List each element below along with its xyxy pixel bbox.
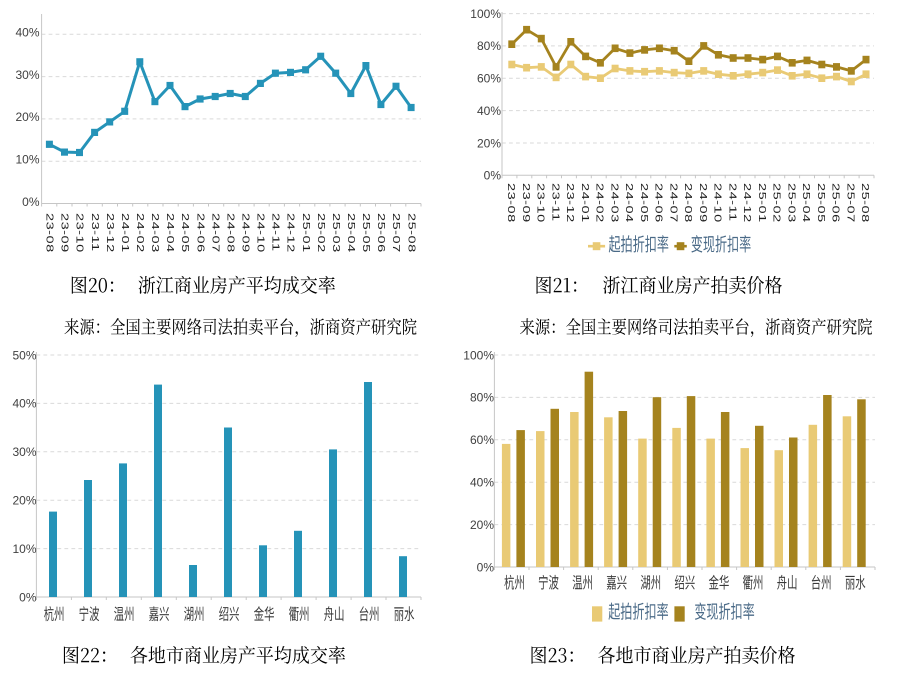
svg-text:23-11: 23-11 <box>550 183 562 222</box>
svg-text:25-05: 25-05 <box>816 183 828 223</box>
svg-text:80%: 80% <box>470 391 494 405</box>
svg-text:24-06: 24-06 <box>195 213 207 253</box>
svg-text:0%: 0% <box>484 169 502 183</box>
svg-text:25-06: 25-06 <box>376 213 388 253</box>
svg-text:25-03: 25-03 <box>786 183 798 223</box>
svg-text:24-01: 24-01 <box>579 183 591 223</box>
svg-text:20%: 20% <box>477 136 501 150</box>
svg-text:24-11: 24-11 <box>727 183 739 222</box>
svg-text:25-05: 25-05 <box>361 213 373 253</box>
svg-text:24-09: 24-09 <box>240 213 252 253</box>
svg-text:25-02: 25-02 <box>315 213 327 253</box>
svg-text:80%: 80% <box>477 39 501 53</box>
svg-text:23-10: 23-10 <box>74 213 86 253</box>
svg-text:60%: 60% <box>477 72 501 86</box>
svg-text:24-06: 24-06 <box>653 183 665 223</box>
svg-text:24-12: 24-12 <box>742 183 754 223</box>
svg-text:23-09: 23-09 <box>59 213 71 253</box>
svg-text:24-08: 24-08 <box>683 183 695 223</box>
svg-text:24-12: 24-12 <box>285 213 297 253</box>
svg-text:0%: 0% <box>19 590 37 604</box>
svg-text:30%: 30% <box>15 68 39 82</box>
svg-text:0%: 0% <box>22 195 40 209</box>
svg-text:24-07: 24-07 <box>668 183 680 223</box>
svg-text:25-06: 25-06 <box>830 183 842 223</box>
svg-text:23-11: 23-11 <box>89 213 101 252</box>
svg-text:24-05: 24-05 <box>180 213 192 253</box>
svg-text:24-07: 24-07 <box>210 213 222 253</box>
svg-text:25-04: 25-04 <box>801 183 813 223</box>
svg-text:24-11: 24-11 <box>270 213 282 252</box>
svg-text:23-08: 23-08 <box>44 213 56 253</box>
svg-text:24-04: 24-04 <box>624 183 636 223</box>
svg-text:24-10: 24-10 <box>255 213 267 253</box>
svg-text:100%: 100% <box>463 348 494 362</box>
svg-text:25-07: 25-07 <box>391 213 403 253</box>
svg-text:25-08: 25-08 <box>406 213 418 253</box>
svg-text:25-04: 25-04 <box>346 213 358 253</box>
svg-text:23-12: 23-12 <box>565 183 577 223</box>
svg-text:24-08: 24-08 <box>225 213 237 253</box>
svg-text:24-03: 24-03 <box>150 213 162 253</box>
svg-text:100%: 100% <box>470 7 501 21</box>
svg-text:10%: 10% <box>12 542 36 556</box>
svg-text:25-01: 25-01 <box>756 183 768 223</box>
svg-text:40%: 40% <box>15 26 39 40</box>
svg-text:24-02: 24-02 <box>135 213 147 253</box>
svg-text:24-01: 24-01 <box>120 213 132 253</box>
svg-text:25-03: 25-03 <box>330 213 342 253</box>
svg-text:25-07: 25-07 <box>845 183 857 223</box>
svg-text:25-01: 25-01 <box>300 213 312 253</box>
svg-text:0%: 0% <box>477 560 495 574</box>
svg-text:24-03: 24-03 <box>609 183 621 223</box>
svg-text:24-02: 24-02 <box>594 183 606 223</box>
svg-text:40%: 40% <box>470 476 494 490</box>
svg-text:10%: 10% <box>15 153 39 167</box>
svg-text:20%: 20% <box>15 110 39 124</box>
svg-text:24-10: 24-10 <box>712 183 724 223</box>
svg-text:40%: 40% <box>12 397 36 411</box>
svg-text:30%: 30% <box>12 445 36 459</box>
svg-text:23-09: 23-09 <box>520 183 532 223</box>
svg-text:20%: 20% <box>470 518 494 532</box>
svg-text:24-09: 24-09 <box>697 183 709 223</box>
svg-text:23-10: 23-10 <box>535 183 547 223</box>
svg-text:23-08: 23-08 <box>506 183 518 223</box>
svg-text:20%: 20% <box>12 494 36 508</box>
svg-text:24-04: 24-04 <box>165 213 177 253</box>
svg-text:23-12: 23-12 <box>104 213 116 253</box>
svg-text:40%: 40% <box>477 104 501 118</box>
svg-text:24-05: 24-05 <box>638 183 650 223</box>
svg-text:25-02: 25-02 <box>771 183 783 223</box>
svg-text:60%: 60% <box>470 433 494 447</box>
svg-text:50%: 50% <box>12 348 36 362</box>
svg-text:25-08: 25-08 <box>860 183 872 223</box>
